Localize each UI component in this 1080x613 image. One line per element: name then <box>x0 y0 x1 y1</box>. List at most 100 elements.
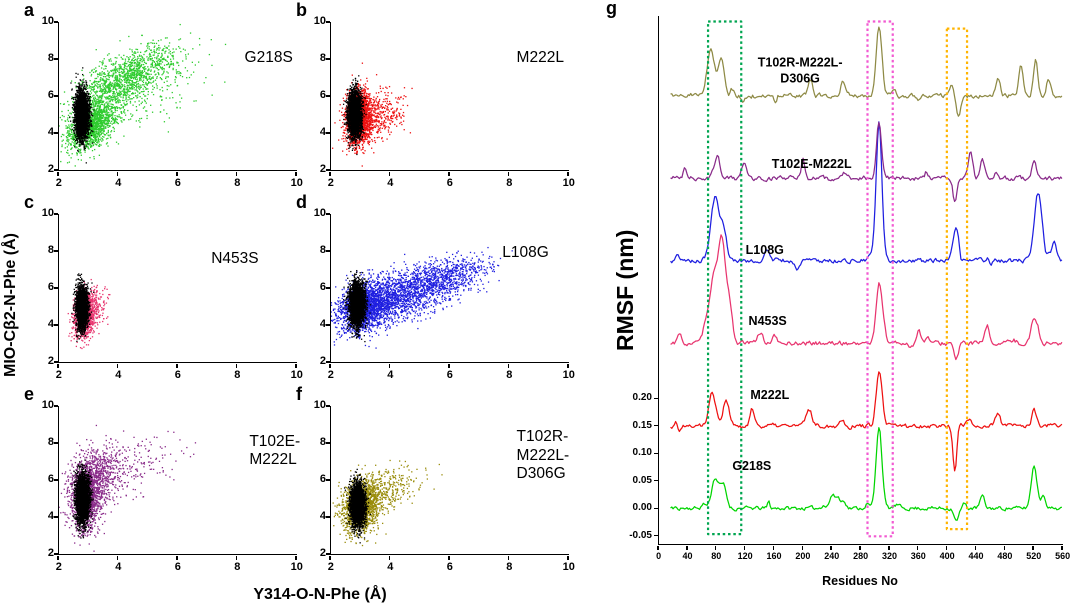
y-tick-mark <box>653 425 658 427</box>
y-tick-label: 2 <box>319 547 326 559</box>
x-tick-label: 10 <box>290 561 303 573</box>
x-tick-label: 4 <box>115 561 122 573</box>
y-tick-mark <box>325 405 330 407</box>
panel-b-mutant-label: M222L <box>516 48 564 66</box>
rmsf-series-label-g218s: G218S <box>732 459 772 474</box>
x-tick-label: 240 <box>824 551 840 561</box>
x-tick-mark <box>657 545 659 550</box>
x-tick-mark <box>388 171 391 176</box>
scatter-panel-e: e T102E- M222L 2 4 6 8 10 2 4 6 8 10 <box>20 384 303 580</box>
x-tick-label: 10 <box>562 177 575 189</box>
y-tick-label: 8 <box>47 52 54 64</box>
panel-d-mutant-label: L108G <box>502 243 549 261</box>
x-tick-label: 8 <box>506 177 513 189</box>
y-tick-mark <box>325 516 330 518</box>
panel-c-scatter-canvas <box>59 214 297 362</box>
x-tick-label: 280 <box>853 551 869 561</box>
x-tick-mark <box>1032 545 1034 550</box>
rmsf-series-label-l108g: L108G <box>745 243 784 258</box>
scatter-panel-b: b M222L 2 4 6 8 10 2 4 6 8 10 <box>292 0 575 196</box>
x-tick-mark <box>329 171 331 176</box>
y-tick-label: 6 <box>319 89 326 101</box>
x-tick-label: 4 <box>387 369 394 381</box>
scatter-x-axis-label: Y314-O-N-Phe (Å) <box>253 586 387 603</box>
x-tick-mark <box>295 555 297 560</box>
x-tick-label: 6 <box>446 177 453 189</box>
x-tick-mark <box>388 555 391 560</box>
y-tick-mark <box>653 535 658 537</box>
rmsf-series-label-t102r-m222l-d306g: T102R-M222L- D306G <box>757 55 843 85</box>
y-tick-mark <box>325 553 330 555</box>
y-tick-mark <box>53 169 58 171</box>
x-tick-label: 160 <box>766 551 782 561</box>
y-tick-mark <box>53 287 58 289</box>
x-tick-mark <box>1061 545 1063 550</box>
y-tick-label: 10 <box>313 399 326 411</box>
x-tick-label: 4 <box>387 177 394 189</box>
x-tick-label: 6 <box>446 369 453 381</box>
x-tick-mark <box>859 545 861 550</box>
x-tick-mark <box>176 555 178 560</box>
panel-c-mutant-label: N453S <box>211 249 259 267</box>
x-tick-mark <box>57 171 59 176</box>
y-tick-label: 10 <box>313 207 326 219</box>
panel-e-plot-area: T102E- M222L <box>58 406 301 555</box>
x-tick-mark <box>974 545 977 550</box>
y-tick-label: 8 <box>319 244 326 256</box>
y-tick-label: 4 <box>47 126 54 138</box>
x-tick-label: 2 <box>55 177 62 189</box>
y-tick-label: 10 <box>41 15 54 27</box>
x-tick-mark <box>448 555 450 560</box>
rmsf-series-label-t102e-m222l: T102E-M222L <box>771 156 852 171</box>
rmsf-panel-g: g RMSF (nm) G218S M222L N453S L108G T102… <box>600 0 1080 613</box>
x-tick-label: 4 <box>115 177 122 189</box>
y-tick-mark <box>325 361 330 363</box>
x-tick-label: 520 <box>1026 551 1042 561</box>
x-tick-label: 4 <box>387 561 394 573</box>
y-tick-label: 10 <box>313 15 326 27</box>
x-tick-mark <box>295 363 297 368</box>
panel-a-scatter-canvas <box>59 22 297 170</box>
x-tick-label: 4 <box>115 369 122 381</box>
x-tick-mark <box>507 555 510 560</box>
x-tick-mark <box>176 171 178 176</box>
x-tick-label: 120 <box>737 551 753 561</box>
y-tick-mark <box>325 324 330 326</box>
y-tick-mark <box>325 132 330 134</box>
y-tick-mark <box>325 287 330 289</box>
y-tick-label: 2 <box>319 355 326 367</box>
panel-g-plot-area <box>658 16 1063 545</box>
x-tick-mark <box>116 363 119 368</box>
scatter-panel-d: d L108G 2 4 6 8 10 2 4 6 8 10 <box>292 192 575 388</box>
x-tick-mark <box>116 555 119 560</box>
y-tick-label: 2 <box>319 163 326 175</box>
x-tick-label: 10 <box>562 369 575 381</box>
x-tick-mark <box>388 363 391 368</box>
y-tick-label: 6 <box>47 473 54 485</box>
y-tick-label: 2 <box>47 547 54 559</box>
x-tick-mark <box>917 545 919 550</box>
panel-d-plot-area: L108G <box>330 214 569 363</box>
panel-letter-d: d <box>296 192 307 212</box>
y-tick-mark <box>653 452 658 454</box>
panel-f-mutant-label: T102R- M222L- D306G <box>516 428 570 482</box>
x-tick-label: 0 <box>656 551 662 561</box>
y-tick-label: 2 <box>47 163 54 175</box>
rmsf-series-label-n453s: N453S <box>748 314 787 329</box>
y-tick-label: 0.10 <box>632 447 652 459</box>
x-tick-mark <box>57 363 59 368</box>
panel-e-mutant-label: T102E- M222L <box>249 432 301 469</box>
y-tick-label: 4 <box>47 510 54 522</box>
y-tick-label: 8 <box>47 244 54 256</box>
x-tick-mark <box>448 171 450 176</box>
x-tick-mark <box>888 545 890 550</box>
x-tick-label: 2 <box>327 369 334 381</box>
y-tick-mark <box>53 553 58 555</box>
x-tick-label: 360 <box>910 551 926 561</box>
y-tick-mark <box>653 397 658 399</box>
y-tick-mark <box>325 479 330 481</box>
x-tick-mark <box>235 171 238 176</box>
x-tick-label: 200 <box>795 551 811 561</box>
x-tick-label: 480 <box>997 551 1013 561</box>
x-tick-mark <box>176 363 178 368</box>
